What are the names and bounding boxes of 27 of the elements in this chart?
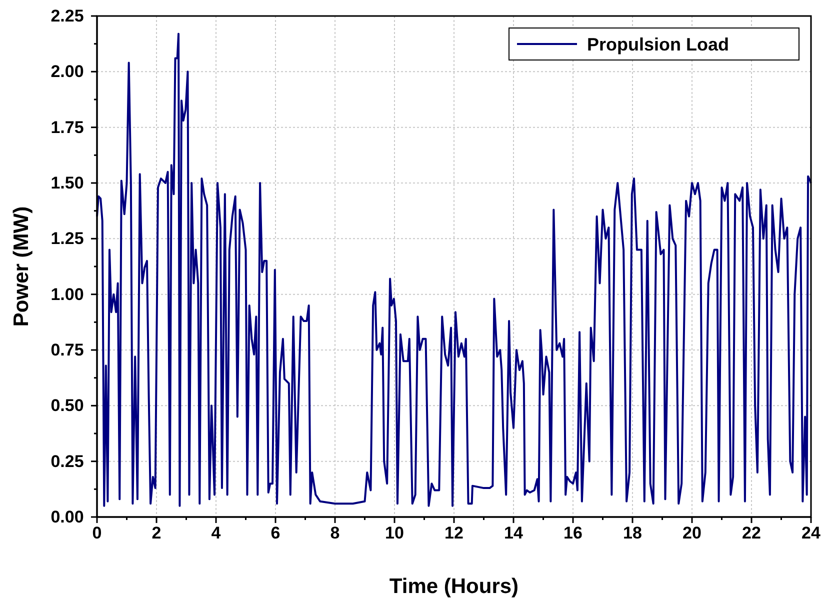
y-tick-label: 1.25: [50, 229, 84, 248]
x-tick-label: 24: [802, 524, 821, 543]
x-tick-label: 12: [444, 524, 464, 543]
y-tick-label: 1.75: [50, 118, 84, 137]
x-tick-label: 20: [682, 524, 702, 543]
x-tick-label: 8: [330, 524, 340, 543]
y-tick-label: 1.00: [50, 284, 84, 304]
x-tick-label: 0: [92, 524, 102, 543]
y-tick-label: 2.00: [50, 62, 84, 82]
y-axis-title: Power (MW): [10, 206, 33, 327]
x-axis-title: Time (Hours): [389, 575, 519, 598]
x-tick-label: 22: [742, 524, 761, 543]
x-tick-label: 4: [211, 524, 222, 543]
legend-label: Propulsion Load: [587, 34, 729, 54]
x-tick-label: 18: [623, 524, 642, 543]
y-tick-label: 0.25: [50, 452, 84, 471]
y-tick-label: 1.50: [50, 173, 84, 192]
x-tick-label: 2: [152, 524, 162, 543]
x-tick-label: 6: [270, 524, 280, 543]
line-series: [96, 32, 812, 507]
y-tick-label: 0.75: [50, 340, 84, 360]
y-tick-label: 2.25: [50, 6, 84, 26]
x-tick-label: 10: [385, 524, 404, 543]
y-tick-label: 0.00: [50, 507, 84, 526]
x-tick-label: 14: [504, 524, 524, 543]
y-tick-label: 0.50: [50, 396, 84, 416]
x-tick-label: 16: [564, 524, 582, 543]
